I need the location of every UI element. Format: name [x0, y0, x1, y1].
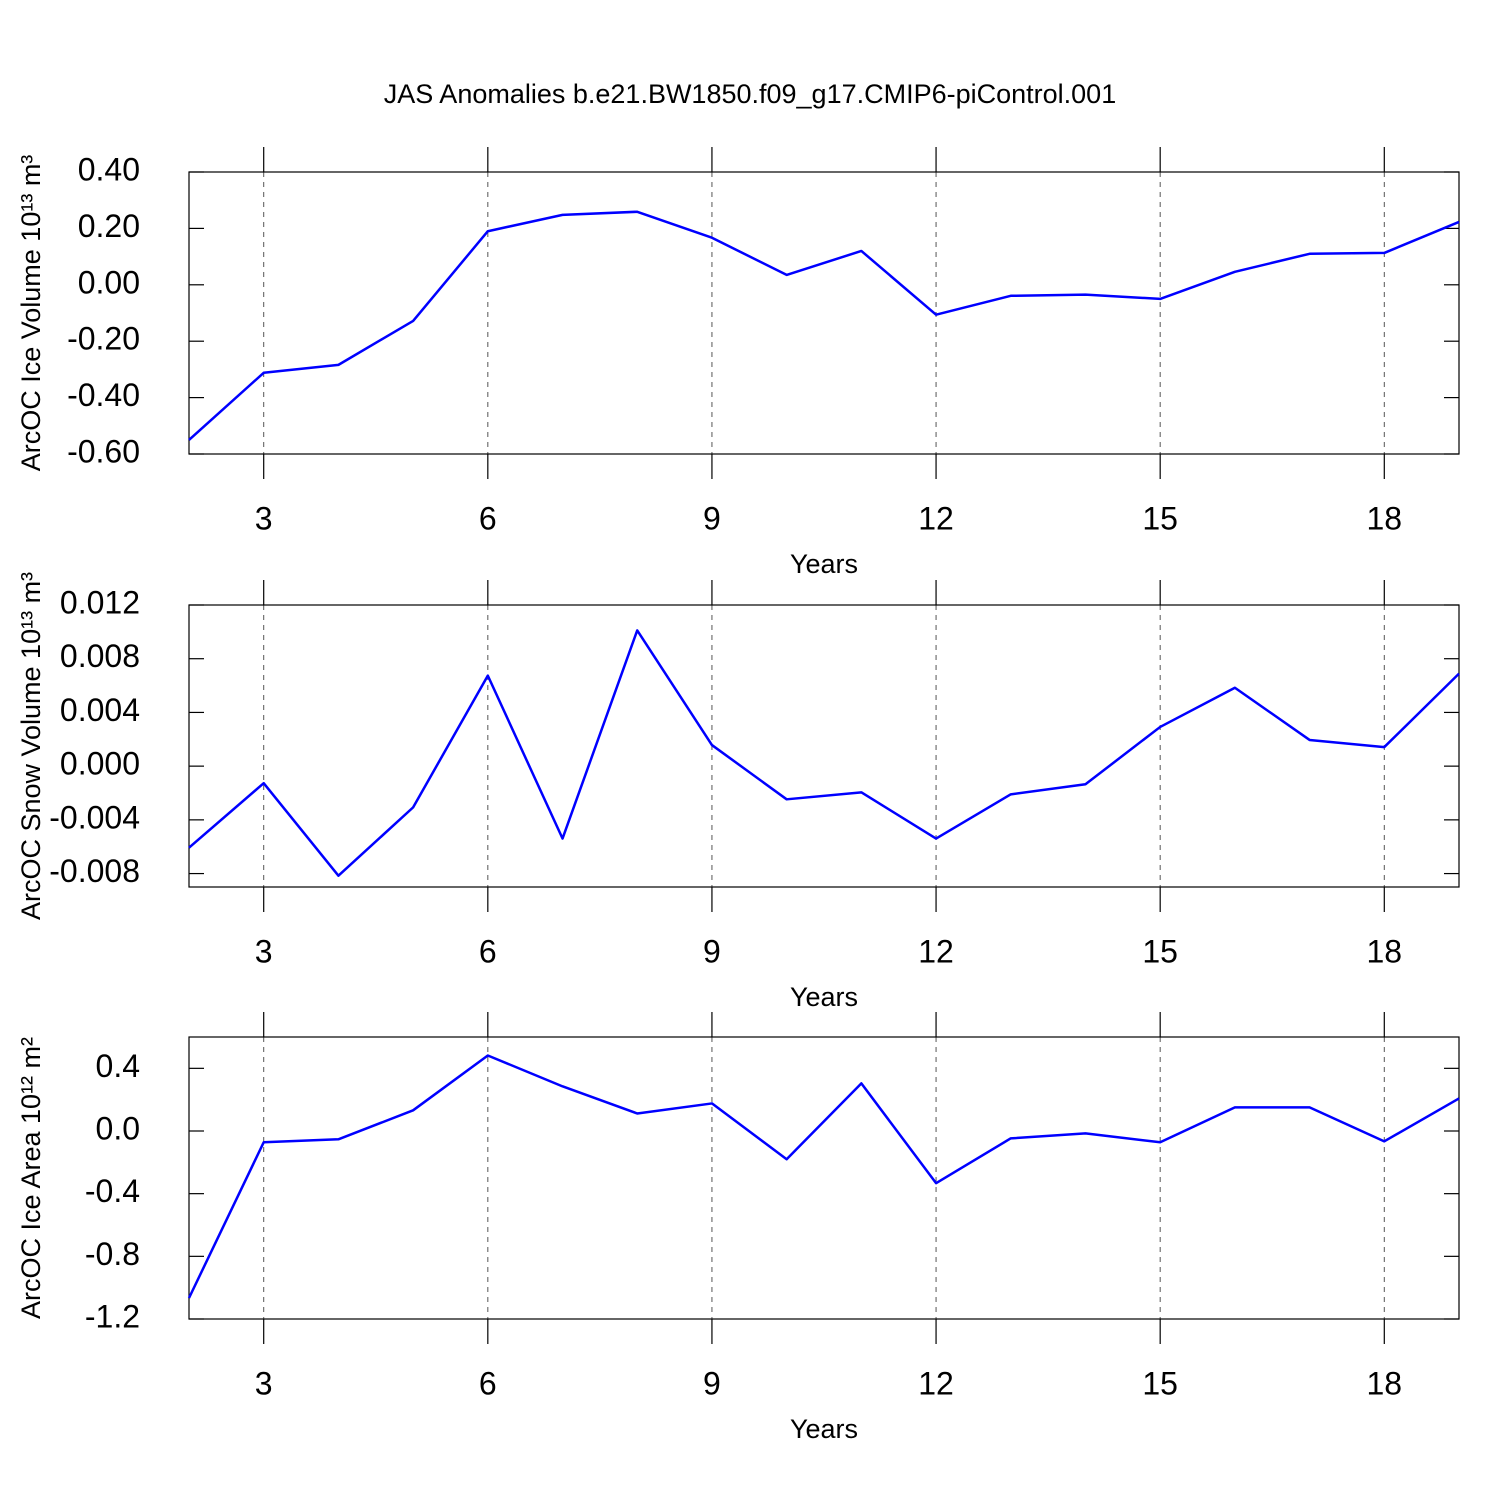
chart-title: JAS Anomalies b.e21.BW1850.f09_g17.CMIP6…: [384, 79, 1116, 109]
plot-frame: [188, 1036, 1460, 1320]
x-tick-label: 15: [1142, 500, 1178, 536]
y-tick-label: 0.008: [60, 638, 140, 674]
x-tick-label: 18: [1366, 933, 1402, 969]
x-tick-label: 12: [918, 933, 954, 969]
x-tick-label: 6: [479, 933, 497, 969]
y-axis-label: ArcOC Ice Area 10¹² m²: [16, 1037, 46, 1319]
x-tick-label: 12: [918, 1365, 954, 1401]
y-axis-label: ArcOC Snow Volume 10¹³ m³: [16, 572, 46, 920]
x-tick-label: 6: [479, 500, 497, 536]
x-axis-label: Years: [790, 549, 858, 579]
y-tick-label: -0.40: [67, 377, 140, 413]
y-tick-label: -0.8: [85, 1236, 140, 1272]
y-tick-label: -1.2: [85, 1298, 140, 1334]
x-tick-label: 9: [703, 933, 721, 969]
x-tick-label: 3: [255, 1365, 273, 1401]
plot-frame: [188, 604, 1460, 888]
y-tick-label: 0.40: [78, 151, 140, 187]
x-axis-label: Years: [790, 982, 858, 1012]
data-line: [187, 1054, 1460, 1299]
x-tick-label: 18: [1366, 500, 1402, 536]
y-tick-label: -0.008: [49, 853, 140, 889]
y-tick-label: 0.012: [60, 584, 140, 620]
y-tick-label: 0.004: [60, 692, 140, 728]
y-tick-label: 0.00: [78, 264, 140, 300]
y-tick-label: 0.4: [96, 1048, 140, 1084]
x-tick-label: 6: [479, 1365, 497, 1401]
x-tick-label: 18: [1366, 1365, 1402, 1401]
y-tick-label: 0.20: [78, 208, 140, 244]
x-tick-label: 3: [255, 933, 273, 969]
y-tick-label: -0.4: [85, 1173, 140, 1209]
data-line: [188, 629, 1460, 877]
y-axis-label: ArcOC Ice Volume 10¹³ m³: [16, 155, 46, 472]
x-tick-label: 12: [918, 500, 954, 536]
x-tick-label: 9: [703, 500, 721, 536]
plot-frame: [188, 171, 1460, 455]
y-tick-label: -0.20: [67, 321, 140, 357]
data-line: [188, 210, 1460, 441]
x-tick-label: 3: [255, 500, 273, 536]
y-tick-label: -0.004: [49, 799, 140, 835]
x-tick-label: 15: [1142, 1365, 1178, 1401]
y-tick-label: 0.0: [96, 1110, 140, 1146]
y-tick-label: 0.000: [60, 746, 140, 782]
x-tick-label: 15: [1142, 933, 1178, 969]
x-tick-label: 9: [703, 1365, 721, 1401]
x-axis-label: Years: [790, 1414, 858, 1444]
y-tick-label: -0.60: [67, 433, 140, 469]
